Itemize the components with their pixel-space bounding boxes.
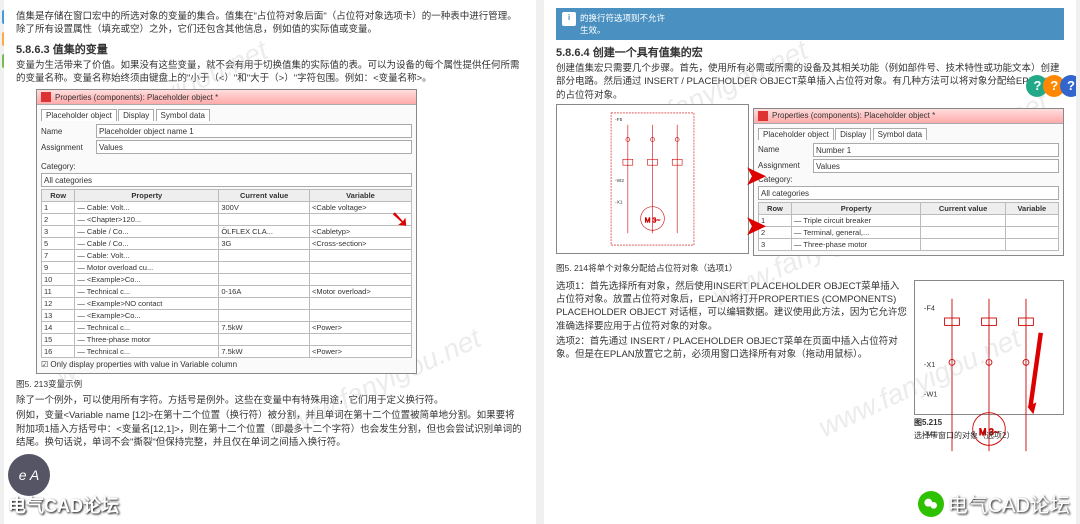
bottom-right: 电气CAD论坛: [918, 489, 1070, 518]
red-arrow-icon: ➤: [744, 159, 767, 192]
bottom-right-text: 电气CAD论坛: [948, 489, 1070, 518]
col-variable: Variable: [1005, 202, 1058, 214]
dialog-titlebar: Properties (components): Placeholder obj…: [37, 90, 416, 105]
figure-caption: 图5. 214将单个对象分配给占位符对象（选项1）: [556, 262, 1064, 274]
table-row[interactable]: 1— Triple circuit breaker: [759, 214, 1059, 226]
category-select[interactable]: All categories: [41, 173, 412, 187]
col-current: Current value: [219, 190, 310, 202]
dialog-title: Properties (components): Placeholder obj…: [772, 111, 935, 120]
tab-display[interactable]: Display: [835, 128, 871, 140]
assignment-label: Assignment: [41, 143, 96, 152]
assignment-input[interactable]: Values: [96, 140, 412, 154]
tab-display[interactable]: Display: [118, 109, 154, 121]
para: 变量为生活带来了价值。如果没有这些变量，就不会有用于切换值集的实际值的表。可以为…: [16, 59, 524, 86]
table-row[interactable]: 9— Motor overload cu...: [42, 262, 412, 274]
col-property: Property: [75, 190, 219, 202]
schematic-left: M 3~ -F5 -W2 -X1: [556, 104, 749, 254]
dialog-tabs: Placeholder object Display Symbol data: [41, 109, 412, 121]
col-property: Property: [791, 202, 921, 214]
svg-text:-W2: -W2: [615, 178, 624, 184]
col-variable: Variable: [309, 190, 411, 202]
figure-caption: 图5. 213变量示例: [16, 378, 524, 390]
col-row: Row: [42, 190, 75, 202]
svg-text:-F4: -F4: [924, 303, 935, 312]
name-label: Name: [41, 127, 96, 136]
table-row[interactable]: 7— Cable: Volt...: [42, 250, 412, 262]
table-row[interactable]: 3— Three-phase motor: [759, 238, 1059, 250]
tab-symboldata[interactable]: Symbol data: [156, 109, 210, 121]
table-row[interactable]: 15— Three-phase motor: [42, 334, 412, 346]
table-row[interactable]: 2— Terminal, general,...: [759, 226, 1059, 238]
help-icon[interactable]: ?: [1060, 75, 1076, 97]
wechat-icon: [918, 491, 944, 517]
heading-5864: 5.8.6.4 创建一个具有值集的宏: [556, 44, 1064, 60]
para: 创建值集宏只需要几个步骤。首先，使用所有必需或所需的设备及其相关功能（例如部件号…: [556, 62, 1064, 102]
table-row[interactable]: 14— Technical c...7.5kW<Power>: [42, 322, 412, 334]
tab-symboldata[interactable]: Symbol data: [873, 128, 927, 140]
dialog-titlebar: Properties (components): Placeholder obj…: [754, 109, 1063, 124]
info-text: 的换行符选项则不允许 生效。: [580, 12, 665, 36]
only-display-checkbox[interactable]: ☑ Only display properties with value in …: [41, 360, 412, 369]
app-icon: [41, 92, 51, 102]
info-box: i 的换行符选项则不允许 生效。: [556, 8, 1064, 40]
page-left: www.fanyigou.net www.fanyigou.net www.fa…: [4, 0, 536, 524]
variable-grid[interactable]: Row Property Current value Variable 1— C…: [41, 189, 412, 358]
variable-grid[interactable]: Row Property Current value Variable 1— T…: [758, 202, 1059, 251]
col-current: Current value: [921, 202, 1005, 214]
app-icon: [758, 111, 768, 121]
table-row[interactable]: 3— Cable / Co...ÖLFLEX CLA...<Cabletyp>: [42, 226, 412, 238]
table-row[interactable]: 5— Cable / Co...3G<Cross-section>: [42, 238, 412, 250]
svg-text:M 3~: M 3~: [645, 217, 661, 224]
table-row[interactable]: 12— <Example>NO contact: [42, 298, 412, 310]
table-row[interactable]: 2— <Chapter>120...: [42, 214, 412, 226]
properties-dialog: Properties (components): Placeholder obj…: [753, 108, 1064, 256]
name-input[interactable]: Placeholder object name 1: [96, 124, 412, 138]
svg-text:-X1: -X1: [924, 360, 935, 369]
tab-placeholder[interactable]: Placeholder object: [758, 128, 834, 140]
table-row[interactable]: 16— Technical c...7.5kW<Power>: [42, 346, 412, 358]
table-row[interactable]: 10— <Example>Co...: [42, 274, 412, 286]
table-row[interactable]: 13— <Example>Co...: [42, 310, 412, 322]
category-label: Category:: [41, 162, 96, 171]
properties-dialog: Properties (components): Placeholder obj…: [36, 89, 417, 374]
svg-text:-F5: -F5: [615, 117, 623, 123]
para: 除了一个例外，可以使用所有字符。方括号是例外。这些在变量中有特殊用途，它们用于定…: [16, 394, 524, 407]
table-row[interactable]: 1— Cable: Volt...300V<Cable voltage>: [42, 202, 412, 214]
name-label: Name: [758, 145, 813, 154]
svg-text:-X1: -X1: [615, 200, 623, 206]
dialog-title: Properties (components): Placeholder obj…: [55, 93, 218, 102]
para: 例如，变量<Variable name [12]>在第十二个位置（换行符）被分割…: [16, 409, 524, 449]
table-row[interactable]: 11— Technical c...0-16A<Motor overload>: [42, 286, 412, 298]
page-right: www.fanyigou.net www.fanyigou.net www.fa…: [544, 0, 1076, 524]
info-icon: i: [562, 12, 576, 26]
assignment-input[interactable]: Values: [813, 159, 1059, 173]
heading-5863: 5.8.6.3 值集的变量: [16, 41, 524, 57]
option1-text: 选项1：首先选择所有对象，然后使用INSERT PLACEHOLDER OBJE…: [556, 280, 908, 333]
tab-placeholder[interactable]: Placeholder object: [41, 109, 117, 121]
option2-text: 选项2：首先通过 INSERT / PLACEHOLDER OBJECT菜单在页…: [556, 335, 908, 362]
red-arrow-icon: ➤: [744, 209, 767, 242]
red-arrow-icon: ➘: [390, 205, 410, 234]
intro-text: 值集是存储在窗口宏中的所选对象的变量的集合。值集在"占位符对象后面"（占位符对象…: [16, 10, 524, 37]
bottom-left-text: 电气CAD论坛: [8, 492, 119, 518]
name-input[interactable]: Number 1: [813, 143, 1059, 157]
svg-text:-W1: -W1: [924, 389, 938, 398]
help-bubbles[interactable]: ? ? ?: [1034, 75, 1076, 97]
schematic-right: M 3~ -F4 -X1 -W1 -M1: [914, 280, 1064, 415]
category-select[interactable]: All categories: [758, 186, 1059, 200]
ea-logo: e A: [8, 454, 50, 496]
